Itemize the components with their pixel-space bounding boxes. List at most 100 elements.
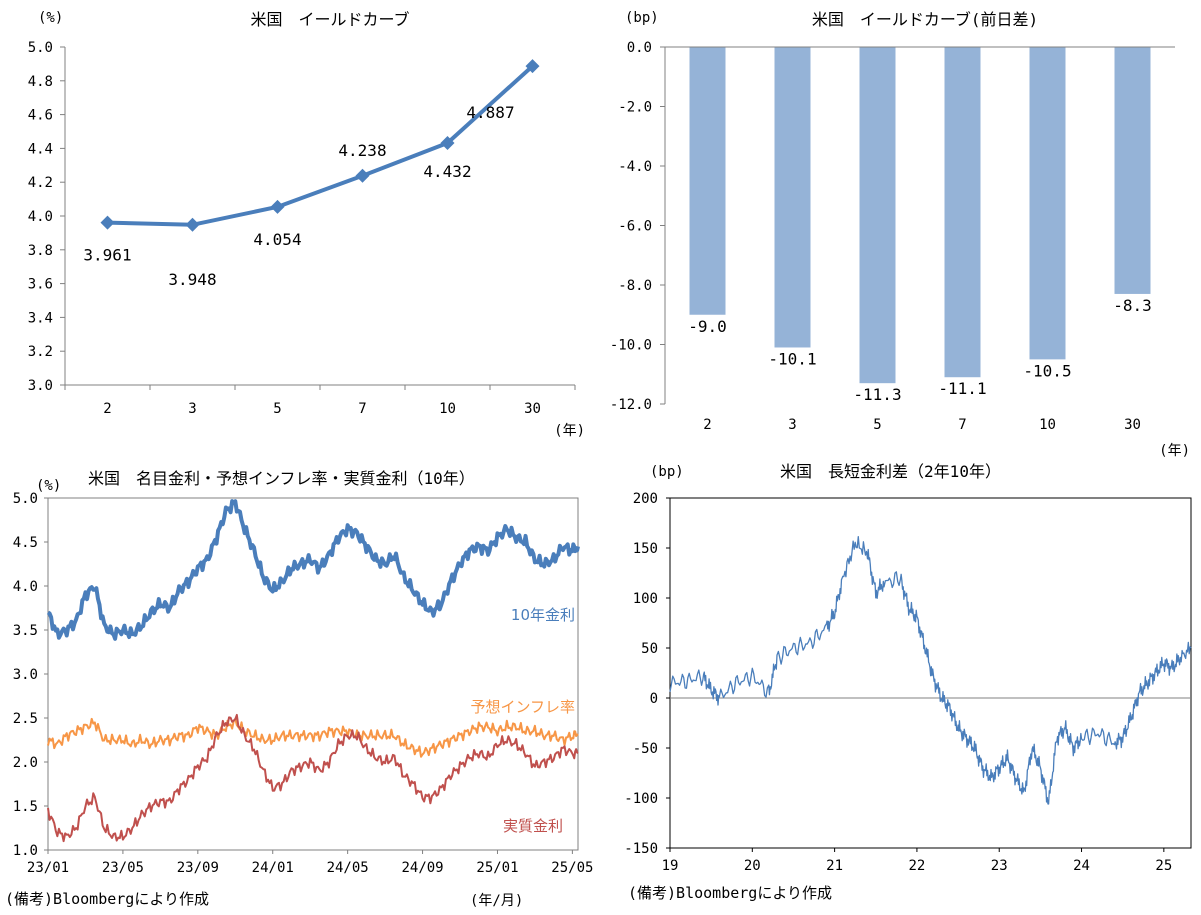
chart4-x-tick-label: 24 xyxy=(1073,858,1090,874)
chart1-data-point xyxy=(525,59,540,74)
chart4-y-tick-label: 100 xyxy=(633,591,658,607)
chart1-data-label: 4.054 xyxy=(253,230,301,249)
chart2-y-tick-label: 0.0 xyxy=(627,40,652,56)
chart3-x-tick-label: 23/09 xyxy=(177,860,219,876)
chart4-y-tick-label: 0 xyxy=(650,691,658,707)
chart3-series-label: 10年金利 xyxy=(511,606,575,624)
chart2-x-tick-label: 2 xyxy=(703,417,711,433)
chart2-bar xyxy=(689,47,726,315)
chart2-y-unit: (bp) xyxy=(625,10,659,26)
chart1-data-point xyxy=(100,215,115,230)
chart1-data-label: 4.887 xyxy=(466,103,514,122)
chart2-data-label: -10.5 xyxy=(1023,361,1071,380)
chart1-x-tick-label: 5 xyxy=(273,401,281,417)
chart3-x-tick-label: 23/01 xyxy=(27,860,69,876)
chart3-series-label: 実質金利 xyxy=(503,817,563,835)
chart1-data-point xyxy=(270,199,285,214)
chart1-y-tick-label: 3.0 xyxy=(28,378,53,394)
chart4-x-tick-label: 22 xyxy=(908,858,925,874)
chart3-x-tick-label: 24/05 xyxy=(327,860,369,876)
chart1-y-tick-label: 3.8 xyxy=(28,243,53,259)
chart3-y-tick-label: 5.0 xyxy=(13,491,38,507)
chart1-series-line xyxy=(107,64,534,227)
chart3-title: 米国 名目金利・予想インフレ率・実質金利（10年） xyxy=(88,469,475,488)
chart1-title: 米国 イールドカーブ xyxy=(250,10,409,29)
chart3-x-tick-label: 24/01 xyxy=(252,860,294,876)
chart4-y-tick-label: 50 xyxy=(641,641,658,657)
chart2-x-tick-label: 5 xyxy=(873,417,881,433)
chart3-series-line xyxy=(47,713,579,843)
chart2-y-tick-label: -8.0 xyxy=(618,278,652,294)
chart2-x-tick-label: 7 xyxy=(958,417,966,433)
chart1-x-tick-label: 3 xyxy=(188,401,196,417)
chart1-x-tick-label: 7 xyxy=(358,401,366,417)
chart2-bar xyxy=(774,47,811,348)
chart2-data-label: -11.1 xyxy=(938,379,986,398)
chart1-y-tick-label: 5.0 xyxy=(28,40,53,56)
chart1-y-tick-label: 4.0 xyxy=(28,209,53,225)
chart3-plot-frame xyxy=(47,497,579,851)
chart1-data-label: 3.961 xyxy=(83,246,131,265)
chart1-y-tick-label: 3.2 xyxy=(28,344,53,360)
chart2-data-label: -8.3 xyxy=(1113,296,1152,315)
chart3-x-unit: (年/月) xyxy=(470,893,523,909)
chart4-y-tick-label: 200 xyxy=(633,491,658,507)
chart3-y-tick-label: 4.0 xyxy=(13,579,38,595)
chart4-x-tick-label: 25 xyxy=(1155,858,1172,874)
chart1-y-tick-label: 4.4 xyxy=(28,141,53,157)
chart3-y-unit: (%) xyxy=(36,478,61,494)
chart3-x-tick-label: 23/05 xyxy=(102,860,144,876)
chart4-y-tick-label: 150 xyxy=(633,541,658,557)
chart4-title: 米国 長短金利差（2年10年） xyxy=(780,462,1001,481)
chart3-y-tick-label: 2.5 xyxy=(13,711,38,727)
chart4-x-tick-label: 19 xyxy=(662,858,679,874)
chart1-data-label: 3.948 xyxy=(168,270,216,289)
chart1-data-point xyxy=(185,217,200,232)
chart2-x-tick-label: 30 xyxy=(1124,417,1141,433)
chart2-title: 米国 イールドカーブ(前日差) xyxy=(812,10,1038,29)
chart2-bar xyxy=(1029,47,1066,360)
chart2-y-tick-label: -2.0 xyxy=(618,100,652,116)
chart4-y-unit: (bp) xyxy=(650,464,684,480)
chart4-plot-frame xyxy=(669,497,1192,849)
chart2-x-unit: (年) xyxy=(1159,443,1190,459)
chart4-series-line xyxy=(669,536,1192,805)
chart2-y-tick-label: -6.0 xyxy=(618,219,652,235)
chart3-x-tick-label: 24/09 xyxy=(401,860,443,876)
chart3-series-line xyxy=(46,499,580,641)
chart4-y-tick-label: -100 xyxy=(624,791,658,807)
chart2-bar xyxy=(859,47,896,384)
chart3-series-label: 予想インフレ率 xyxy=(470,698,575,716)
chart3-y-tick-label: 3.0 xyxy=(13,667,38,683)
chart3-y-tick-label: 2.0 xyxy=(13,755,38,771)
chart2-bar xyxy=(944,47,981,378)
chart4-x-tick-label: 21 xyxy=(826,858,843,874)
chart3-x-tick-label: 25/05 xyxy=(551,860,593,876)
chart1-x-tick-label: 10 xyxy=(439,401,456,417)
chart4-x-tick-label: 20 xyxy=(744,858,761,874)
chart3-x-tick-label: 25/01 xyxy=(476,860,518,876)
chart2-data-label: -9.0 xyxy=(688,317,727,336)
chart2-y-tick-label: -12.0 xyxy=(610,397,652,413)
chart3-y-tick-label: 4.5 xyxy=(13,535,38,551)
chart1-x-unit: (年) xyxy=(554,423,585,439)
chart3-y-tick-label: 1.0 xyxy=(13,843,38,859)
chart1-y-tick-label: 4.8 xyxy=(28,74,53,90)
chart1-data-label: 4.238 xyxy=(338,141,386,160)
footnote-left: (備考)Bloombergにより作成 xyxy=(5,890,210,908)
chart3-y-tick-label: 1.5 xyxy=(13,799,38,815)
chart1-y-tick-label: 3.4 xyxy=(28,310,53,326)
chart2-x-tick-label: 3 xyxy=(788,417,796,433)
chart2-x-tick-label: 10 xyxy=(1039,417,1056,433)
chart1-y-tick-label: 3.6 xyxy=(28,277,53,293)
chart2-data-label: -10.1 xyxy=(768,349,816,368)
chart4-y-tick-label: -150 xyxy=(624,841,658,857)
chart4-x-tick-label: 23 xyxy=(991,858,1008,874)
chart1-x-tick-label: 2 xyxy=(103,401,111,417)
chart1-data-label: 4.432 xyxy=(423,162,471,181)
chart2-y-tick-label: -10.0 xyxy=(610,338,652,354)
chart1-data-point xyxy=(440,135,455,150)
chart1-y-tick-label: 4.6 xyxy=(28,108,53,124)
